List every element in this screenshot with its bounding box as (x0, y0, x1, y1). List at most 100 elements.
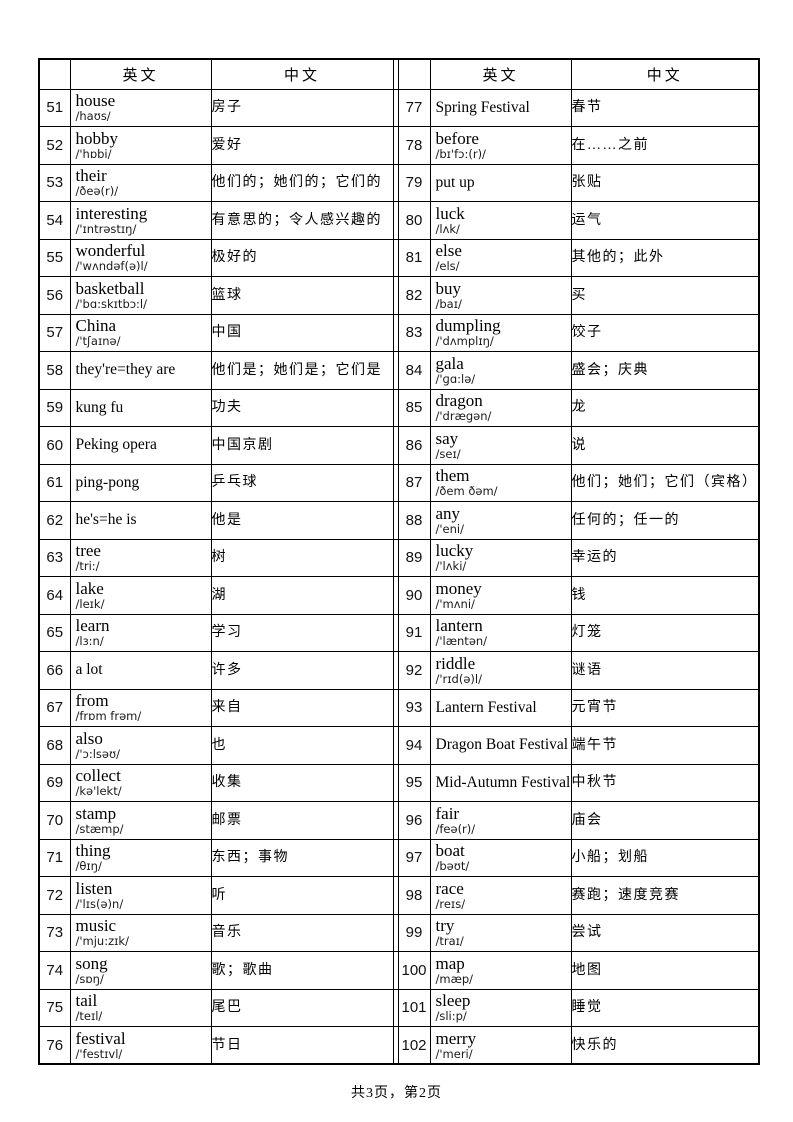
row-number: 81 (397, 238, 431, 277)
english-cell: else/els/ (429, 238, 572, 277)
phonetic-transcription: /'rɪd(ə)l/ (435, 671, 482, 686)
chinese-meaning: 盛会；庆典 (570, 351, 760, 390)
chinese-meaning: 湖 (210, 576, 394, 615)
english-cell: he's=he is (69, 501, 212, 540)
chinese-meaning: 运气 (570, 201, 760, 240)
chinese-meaning: 中秋节 (570, 763, 760, 802)
phonetic-transcription: /mæp/ (435, 971, 474, 986)
english-cell: a lot (69, 651, 212, 690)
phonetic-transcription: /bəʊt/ (435, 859, 470, 874)
table-row: 53 their/ðeə(r)/他们的；她们的；它们的 79 put up 张贴 (38, 163, 760, 202)
english-word: Peking opera (75, 436, 157, 454)
chinese-meaning: 在……之前 (570, 126, 760, 165)
phonetic-transcription: /'tʃaɪnə/ (75, 334, 121, 349)
english-cell: Lantern Festival (429, 688, 572, 727)
row-number: 92 (397, 651, 431, 690)
english-cell: before/bɪ'fɔ:(r)/ (429, 126, 572, 165)
chinese-meaning: 谜语 (570, 651, 760, 690)
english-word: he's=he is (75, 511, 137, 529)
phonetic-transcription: /ðem ðəm/ (435, 484, 498, 499)
chinese-meaning: 其他的；此外 (570, 238, 760, 277)
phonetic-transcription: /sli:p/ (435, 1009, 467, 1024)
row-number: 96 (397, 801, 431, 840)
table-row: 54 interesting/'ɪntrəstɪŋ/有意思的；令人感兴趣的 80 lu… (38, 201, 760, 240)
chinese-meaning: 极好的 (210, 238, 394, 277)
row-number: 97 (397, 838, 431, 877)
english-cell: fair/feə(r)/ (429, 801, 572, 840)
chinese-meaning: 张贴 (570, 163, 760, 202)
row-number: 67 (38, 688, 71, 727)
english-word: kung fu (75, 398, 124, 416)
english-cell: Spring Festival (429, 88, 572, 127)
english-cell: luck/lʌk/ (429, 201, 572, 240)
row-number: 102 (397, 1026, 431, 1065)
header-row: 英文 中文 英文 中文 (38, 58, 760, 90)
chinese-meaning: 中国 (210, 313, 394, 352)
chinese-meaning: 节日 (210, 1026, 394, 1065)
chinese-meaning: 房子 (210, 88, 394, 127)
phonetic-transcription: /lʌk/ (435, 221, 460, 236)
header-chinese-left: 中文 (210, 58, 394, 90)
phonetic-transcription: /'drægən/ (435, 409, 492, 424)
phonetic-transcription: /sɒŋ/ (75, 971, 104, 986)
row-number: 89 (397, 538, 431, 577)
phonetic-transcription: /tri:/ (75, 559, 100, 574)
table-row: 56 basketball/'bɑ:skɪtbɔ:l/篮球 82 buy/baɪ/买 (38, 276, 760, 315)
chinese-meaning: 听 (210, 876, 394, 915)
english-cell: merry/'meri/ (429, 1026, 572, 1065)
chinese-meaning: 买 (570, 276, 760, 315)
chinese-meaning: 饺子 (570, 313, 760, 352)
english-cell: basketball/'bɑ:skɪtbɔ:l/ (69, 276, 212, 315)
row-number: 57 (38, 313, 71, 352)
row-number: 66 (38, 651, 71, 690)
english-word: interesting (75, 203, 148, 223)
english-cell: collect/kə'lekt/ (69, 763, 212, 802)
english-word: fair (435, 803, 460, 823)
phonetic-transcription: /'ɪntrəstɪŋ/ (75, 221, 137, 236)
table-row: 68 also/'ɔ:lsəʊ/也 94 Dragon Boat Festival 端午… (38, 726, 760, 765)
english-word: wonderful (75, 241, 146, 261)
english-cell: buy/baɪ/ (429, 276, 572, 315)
table-row: 66 a lot 许多 92 riddle/'rɪd(ə)l/谜语 (38, 651, 760, 690)
phonetic-transcription: /'festɪvl/ (75, 1046, 123, 1061)
phonetic-transcription: /reɪs/ (435, 896, 466, 911)
row-number: 68 (38, 726, 71, 765)
row-number: 59 (38, 388, 71, 427)
english-cell: race/reɪs/ (429, 876, 572, 915)
english-word: sleep (435, 991, 471, 1011)
english-cell: try/traɪ/ (429, 913, 572, 952)
english-cell: dragon/'drægən/ (429, 388, 572, 427)
english-cell: stamp/stæmp/ (69, 801, 212, 840)
english-word: festival (75, 1028, 126, 1048)
phonetic-transcription: /leɪk/ (75, 596, 105, 611)
chinese-meaning: 庙会 (570, 801, 760, 840)
english-cell: put up (429, 163, 572, 202)
chinese-meaning: 收集 (210, 763, 394, 802)
english-word: listen (75, 878, 113, 898)
row-number: 100 (397, 951, 431, 990)
table-row: 51 house/haʊs/房子 77 Spring Festival 春节 (38, 88, 760, 127)
phonetic-transcription: /θɪŋ/ (75, 859, 102, 874)
english-cell: Mid-Autumn Festival (429, 763, 572, 802)
english-word: dragon (435, 391, 483, 411)
table-row: 69 collect/kə'lekt/收集 95 Mid-Autumn Festiva… (38, 763, 760, 802)
english-word: China (75, 316, 117, 336)
english-cell: money/'mʌni/ (429, 576, 572, 615)
table-row: 52 hobby/'hɒbi/爱好 78 before/bɪ'fɔ:(r)/在……之前 (38, 126, 760, 165)
table-row: 65 learn/lɜ:n/学习 91 lantern/'læntən/灯笼 (38, 613, 760, 652)
english-word: try (435, 916, 455, 936)
english-word: race (435, 878, 464, 898)
row-number: 56 (38, 276, 71, 315)
phonetic-transcription: /seɪ/ (435, 446, 461, 461)
phonetic-transcription: /'ɔ:lsəʊ/ (75, 746, 120, 761)
row-number: 61 (38, 463, 71, 502)
row-number: 72 (38, 876, 71, 915)
english-cell: gala/'ɡɑ:lə/ (429, 351, 572, 390)
chinese-meaning: 尾巴 (210, 988, 394, 1027)
english-cell: wonderful/'wʌndəf(ə)l/ (69, 238, 212, 277)
phonetic-transcription: /frɒm frəm/ (75, 709, 142, 724)
row-number: 83 (397, 313, 431, 352)
english-cell: festival/'festɪvl/ (69, 1026, 212, 1065)
english-cell: also/'ɔ:lsəʊ/ (69, 726, 212, 765)
